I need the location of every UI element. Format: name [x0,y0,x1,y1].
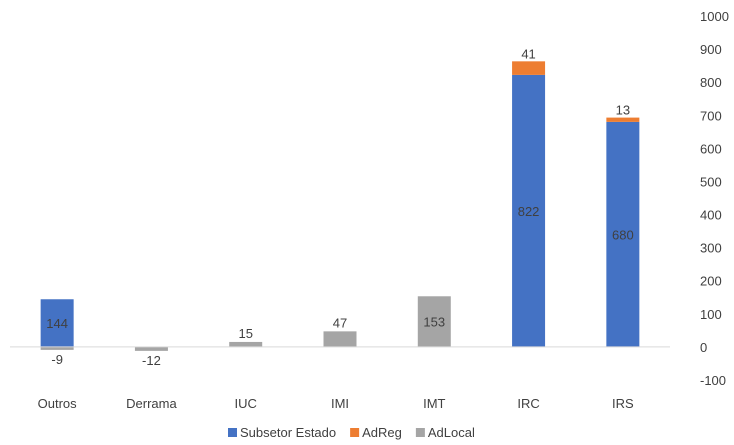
y-tick-label: 700 [700,108,722,123]
bar-irs-adreg [606,117,640,122]
x-axis: Outros Derrama IUC IMI IMT IRC IRS [38,396,634,411]
bar-irc-subsetor-estado [512,74,546,347]
data-label-irs: 680 [612,227,634,242]
bars-group [40,61,640,351]
y-tick-label: 200 [700,274,722,289]
bar-imi-adlocal [323,331,357,347]
legend-swatch-adlocal [415,428,425,437]
y-tick-label: 500 [700,174,722,189]
bar-derrama-adlocal [134,346,168,351]
legend: Subsetor Estado AdReg AdLocal [228,425,475,440]
bar-outros-adlocal [40,346,74,350]
data-labels-group: 144 -9 -12 15 47 153 822 41 680 13 [46,46,633,368]
legend-swatch-subsetor-estado [228,428,237,437]
x-tick-label-irc: IRC [517,396,539,411]
data-label-irc: 822 [518,204,540,219]
bar-outros-subsetor-estado [40,299,74,347]
data-label-imi: 47 [333,315,347,330]
data-label-imt: 153 [423,315,445,330]
y-tick-label: -100 [700,373,726,388]
data-label-irs: 13 [616,103,630,118]
x-tick-label-iuc: IUC [235,396,257,411]
y-tick-label: 900 [700,42,722,57]
y-tick-label: 100 [700,307,722,322]
y-tick-label: 400 [700,208,722,223]
legend-swatch-adreg [350,428,360,437]
data-label-iuc: 15 [238,326,252,341]
y-tick-label: 1000 [700,9,729,24]
x-tick-label-outros: Outros [38,396,78,411]
x-tick-label-irs: IRS [612,396,634,411]
data-label-derrama: -12 [142,353,161,368]
y-tick-label: 0 [700,340,707,355]
x-tick-label-derrama: Derrama [126,396,177,411]
x-tick-label-imi: IMI [331,396,349,411]
bar-irs-subsetor-estado [606,121,640,347]
bar-imt-adlocal [417,296,451,347]
y-tick-label: 300 [700,241,722,256]
legend-label-subsetor-estado: Subsetor Estado [240,425,336,440]
legend-label-adlocal: AdLocal [428,425,475,440]
data-label-outros: 144 [46,316,68,331]
legend-label-adreg: AdReg [362,425,402,440]
y-tick-label: 600 [700,141,722,156]
bar-iuc-adlocal [229,341,263,347]
data-label-outros: -9 [51,352,63,367]
data-label-irc: 41 [521,46,535,61]
x-tick-label-imt: IMT [423,396,445,411]
bar-irc-adreg [512,61,546,75]
y-tick-label: 800 [700,75,722,90]
